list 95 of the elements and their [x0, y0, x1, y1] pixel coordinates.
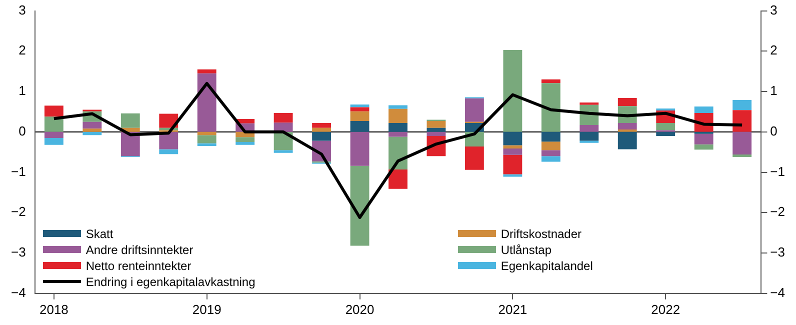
bar	[350, 111, 370, 122]
bar	[350, 121, 370, 132]
bar	[580, 132, 599, 141]
y-tick-label: 2	[18, 42, 26, 58]
bar	[350, 107, 370, 112]
y-tick-label: −3	[10, 244, 26, 260]
bar	[82, 122, 102, 129]
bar	[236, 137, 255, 142]
bar	[618, 123, 637, 130]
x-tick-label: 2022	[651, 302, 680, 317]
y-tick-label: −4	[10, 284, 26, 300]
y-tick-label: −1	[10, 164, 26, 179]
bar	[464, 98, 484, 122]
bar	[388, 132, 408, 137]
bar	[618, 132, 637, 150]
bar	[541, 150, 560, 156]
bar	[503, 132, 522, 146]
bar	[197, 143, 216, 146]
legend-label: Egenkapitalandel	[500, 258, 593, 273]
legend-label: Netto renteinntekter	[86, 258, 192, 273]
bar	[236, 142, 255, 145]
y2-tick-label: −3	[770, 244, 786, 260]
bar	[44, 132, 64, 138]
bar	[541, 83, 560, 132]
y-tick-label: 1	[18, 83, 26, 98]
bar	[312, 123, 332, 128]
bar	[732, 100, 752, 110]
x-tick-label: 2020	[345, 302, 374, 317]
bar	[503, 148, 522, 155]
bar	[197, 135, 216, 144]
bar	[694, 134, 714, 144]
bar	[350, 132, 370, 166]
x-tick-label: 2019	[192, 302, 222, 317]
bar	[580, 125, 599, 132]
bar	[350, 166, 370, 246]
y2-tick-label: 3	[770, 2, 778, 18]
y2-tick-label: 1	[770, 83, 778, 98]
y-tick-label: 0	[18, 123, 26, 138]
bar	[350, 104, 370, 108]
bar	[197, 132, 216, 136]
bar	[274, 122, 293, 132]
bar	[464, 146, 484, 170]
bar	[541, 156, 560, 162]
bar	[541, 132, 560, 142]
bar	[732, 132, 752, 155]
y-tick-label: −2	[10, 204, 26, 220]
bar	[426, 121, 446, 128]
bar	[159, 114, 178, 128]
y2-tick-label: −4	[770, 284, 786, 300]
bar	[82, 128, 102, 132]
bar	[312, 132, 332, 141]
bar	[732, 110, 752, 132]
bar	[44, 106, 64, 117]
bar	[388, 105, 408, 109]
bar	[388, 169, 408, 189]
bar	[197, 73, 216, 132]
bar	[503, 154, 522, 174]
bar	[541, 142, 560, 150]
bar	[426, 128, 446, 132]
bar	[159, 149, 178, 154]
y2-tick-label: 2	[770, 42, 778, 58]
y-tick-label: 3	[18, 2, 26, 18]
bar	[618, 129, 637, 132]
bar	[580, 102, 599, 105]
bar	[388, 123, 408, 132]
bar	[388, 136, 408, 170]
bar	[618, 98, 637, 106]
bar	[388, 108, 408, 124]
legend-label: Driftskostnader	[500, 226, 582, 241]
bar	[694, 106, 714, 113]
bar	[656, 123, 676, 130]
legend-label: Andre driftsinntekter	[86, 242, 194, 257]
x-tick-label: 2018	[39, 302, 68, 317]
bar	[312, 128, 332, 132]
y2-tick-label: −2	[770, 204, 786, 220]
bar	[656, 132, 676, 136]
bar	[274, 112, 293, 123]
bar	[694, 144, 714, 150]
y2-tick-label: −1	[770, 164, 786, 179]
bar	[503, 145, 522, 148]
bar	[159, 132, 178, 150]
bar	[503, 50, 522, 132]
bar	[120, 113, 140, 128]
y2-tick-label: 0	[770, 123, 778, 138]
bar	[274, 150, 293, 153]
legend-label: Endring i egenkapitalavkastning	[86, 274, 256, 289]
legend-label: Skatt	[86, 226, 114, 241]
bar	[426, 132, 446, 136]
bar	[44, 116, 64, 132]
legend-label: Utlånstap	[500, 242, 552, 257]
x-tick-label: 2021	[498, 302, 528, 317]
bar	[44, 138, 64, 145]
bar	[541, 79, 560, 84]
bar	[82, 132, 102, 136]
bar	[197, 69, 216, 74]
